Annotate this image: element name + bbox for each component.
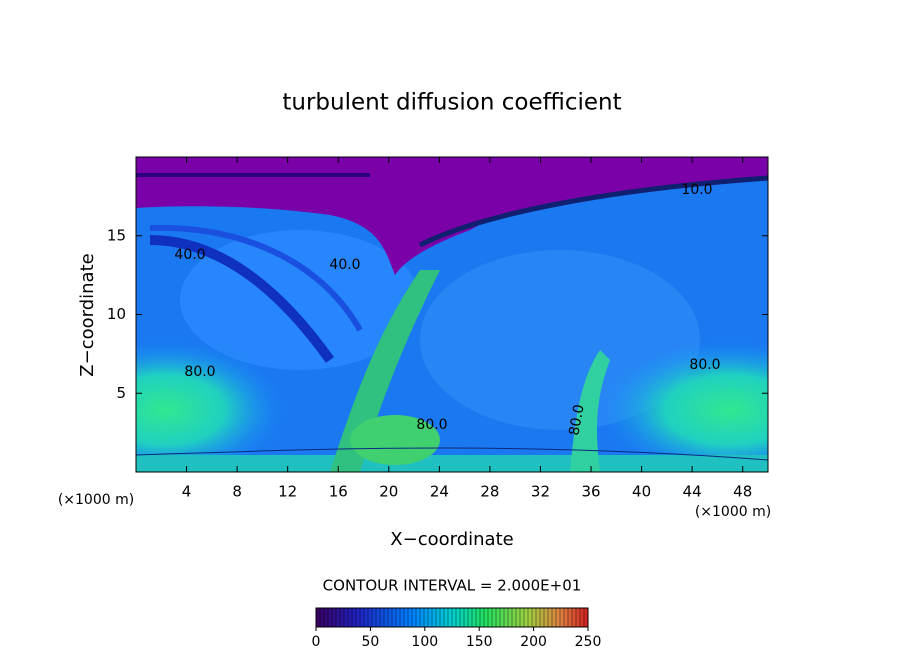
y-tick-label: 5 <box>116 384 126 402</box>
x-tick-label: 24 <box>430 483 449 501</box>
x-tick-label: 20 <box>379 483 398 501</box>
x-tick-label: 12 <box>278 483 297 501</box>
x-tick-label: 44 <box>683 483 702 501</box>
y-tick-label: 10 <box>107 305 126 323</box>
x-tick-label: 16 <box>329 483 348 501</box>
x-tick-label: 4 <box>182 483 192 501</box>
contour-label: 80.0 <box>566 403 587 436</box>
colorbar-tick-label: 150 <box>466 634 493 650</box>
contour-label: 80.0 <box>689 357 720 373</box>
x-tick-label: 48 <box>733 483 752 501</box>
x-tick-label: 28 <box>480 483 499 501</box>
x-tick-label: 40 <box>632 483 651 501</box>
x-tick-label: 36 <box>581 483 600 501</box>
contour-interval: CONTOUR INTERVAL = 2.000E+01 <box>323 577 582 595</box>
chart-title: turbulent diffusion coefficient <box>282 90 621 116</box>
x-tick-label: 8 <box>232 483 242 501</box>
field <box>136 157 768 472</box>
colorbar-tick-label: 200 <box>520 634 547 650</box>
x-unit: (×1000 m) <box>695 504 771 520</box>
contour-label: 10.0 <box>681 182 712 198</box>
x-axis-label: X−coordinate <box>390 529 513 550</box>
contour-label: 40.0 <box>329 257 360 273</box>
y-tick-label: 15 <box>107 226 126 244</box>
colorbar-tick-label: 50 <box>361 634 379 650</box>
colorbar-tick-label: 100 <box>411 634 438 650</box>
contour-label: 40.0 <box>174 247 205 263</box>
contour-label: 80.0 <box>184 364 215 380</box>
y-axis-label: Z−coordinate <box>77 253 98 376</box>
colorbar-tick-label: 250 <box>575 634 602 650</box>
colorbar-tick-label: 0 <box>312 634 321 650</box>
contour-label: 80.0 <box>416 417 447 433</box>
y-unit: (×1000 m) <box>58 492 134 508</box>
x-tick-label: 32 <box>531 483 550 501</box>
